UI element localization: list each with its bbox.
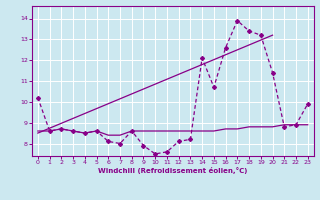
X-axis label: Windchill (Refroidissement éolien,°C): Windchill (Refroidissement éolien,°C) [98, 167, 247, 174]
